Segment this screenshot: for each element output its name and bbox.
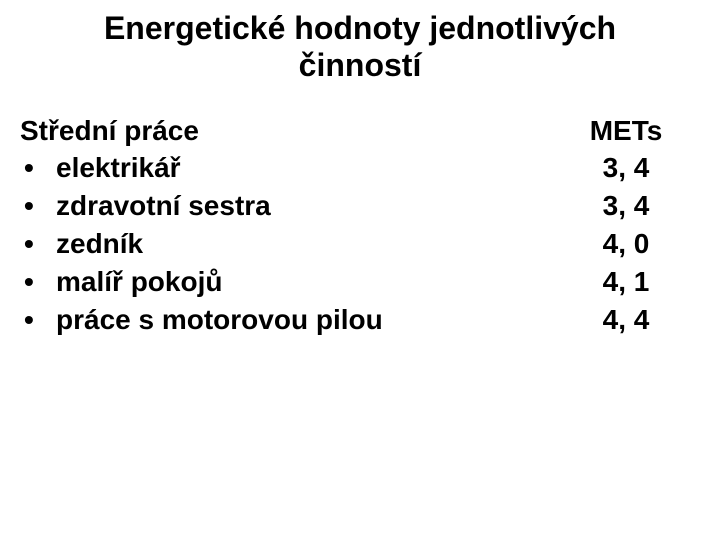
title-line-2: činností <box>299 47 422 83</box>
list-item: • zdravotní sestra 3, 4 <box>20 187 700 225</box>
activity-label: zedník <box>56 225 143 263</box>
activity-label: malíř pokojů <box>56 263 222 301</box>
slide-title: Energetické hodnoty jednotlivých činnost… <box>20 10 700 84</box>
list-item: • elektrikář 3, 4 <box>20 149 700 187</box>
activity-label: práce s motorovou pilou <box>56 301 383 339</box>
list-item: • zedník 4, 0 <box>20 225 700 263</box>
bullet-icon: • <box>20 187 56 225</box>
list-item: • malíř pokojů 4, 1 <box>20 263 700 301</box>
met-value: 4, 0 <box>576 225 700 263</box>
activity-label: zdravotní sestra <box>56 187 271 225</box>
content-area: Střední práce METs • elektrikář 3, 4 • z… <box>20 112 700 339</box>
met-value: 3, 4 <box>576 187 700 225</box>
met-value: 4, 1 <box>576 263 700 301</box>
list-item: • práce s motorovou pilou 4, 4 <box>20 301 700 339</box>
activity-label: elektrikář <box>56 149 181 187</box>
category-heading: Střední práce <box>20 112 199 150</box>
slide: Energetické hodnoty jednotlivých činnost… <box>0 0 720 540</box>
units-heading: METs <box>576 112 700 150</box>
bullet-icon: • <box>20 263 56 301</box>
title-line-1: Energetické hodnoty jednotlivých <box>104 10 616 46</box>
bullet-icon: • <box>20 225 56 263</box>
bullet-icon: • <box>20 149 56 187</box>
met-value: 3, 4 <box>576 149 700 187</box>
bullet-icon: • <box>20 301 56 339</box>
met-value: 4, 4 <box>576 301 700 339</box>
header-row: Střední práce METs <box>20 112 700 150</box>
